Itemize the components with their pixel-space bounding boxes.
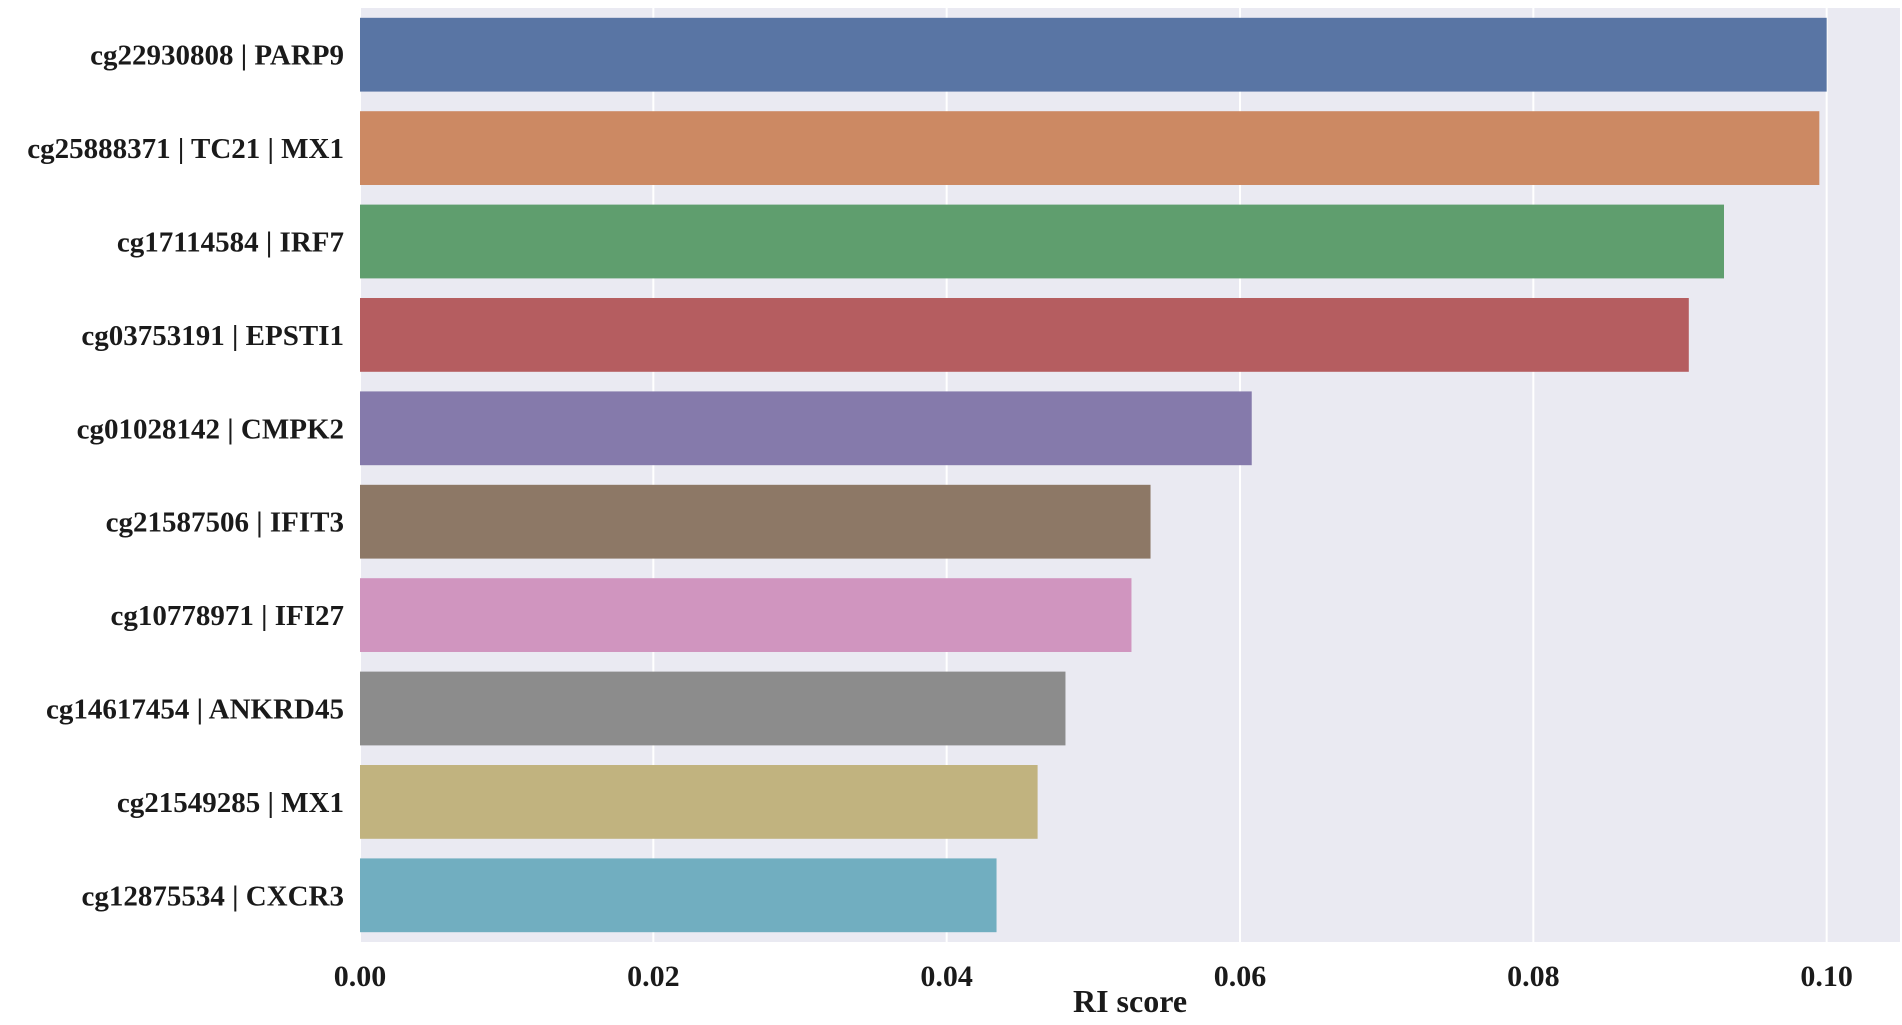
bar — [360, 578, 1132, 652]
bar — [360, 298, 1689, 372]
x-tick-label: 0.08 — [1507, 960, 1560, 993]
y-tick-label: cg17114584 | IRF7 — [117, 227, 344, 259]
y-tick-label: cg10778971 | IFI27 — [110, 600, 344, 632]
y-tick-label: cg01028142 | CMPK2 — [77, 413, 344, 445]
y-tick-label: cg12875534 | CXCR3 — [81, 880, 344, 912]
y-tick-label: cg25888371 | TC21 | MX1 — [27, 133, 344, 165]
bar — [360, 858, 997, 933]
x-tick-label: 0.04 — [920, 960, 973, 993]
y-tick-label: cg14617454 | ANKRD45 — [46, 694, 344, 726]
x-tick-label: 0.10 — [1800, 960, 1853, 993]
bar — [360, 204, 1724, 279]
y-tick-label: cg22930808 | PARP9 — [90, 40, 344, 72]
bar — [360, 765, 1038, 839]
bar — [360, 484, 1151, 559]
y-tick-label: cg21587506 | IFIT3 — [106, 507, 344, 539]
x-tick-label: 0.00 — [334, 960, 387, 993]
x-tick-labels: 0.00 0.02 0.04 0.06 0.08 0.10 — [334, 960, 1853, 993]
y-tick-labels: cg22930808 | PARP9 cg25888371 | TC21 | MX… — [27, 40, 344, 913]
x-tick-label: 0.06 — [1214, 960, 1267, 993]
x-tick-label: 0.02 — [627, 960, 680, 993]
bar — [360, 111, 1820, 185]
bars — [360, 17, 1827, 933]
bar — [360, 391, 1252, 466]
bar — [360, 671, 1066, 746]
y-tick-label: cg03753191 | EPSTI1 — [81, 320, 344, 352]
x-axis-title: RI score — [1073, 983, 1187, 1019]
bar — [360, 17, 1827, 92]
y-tick-label: cg21549285 | MX1 — [117, 787, 344, 819]
